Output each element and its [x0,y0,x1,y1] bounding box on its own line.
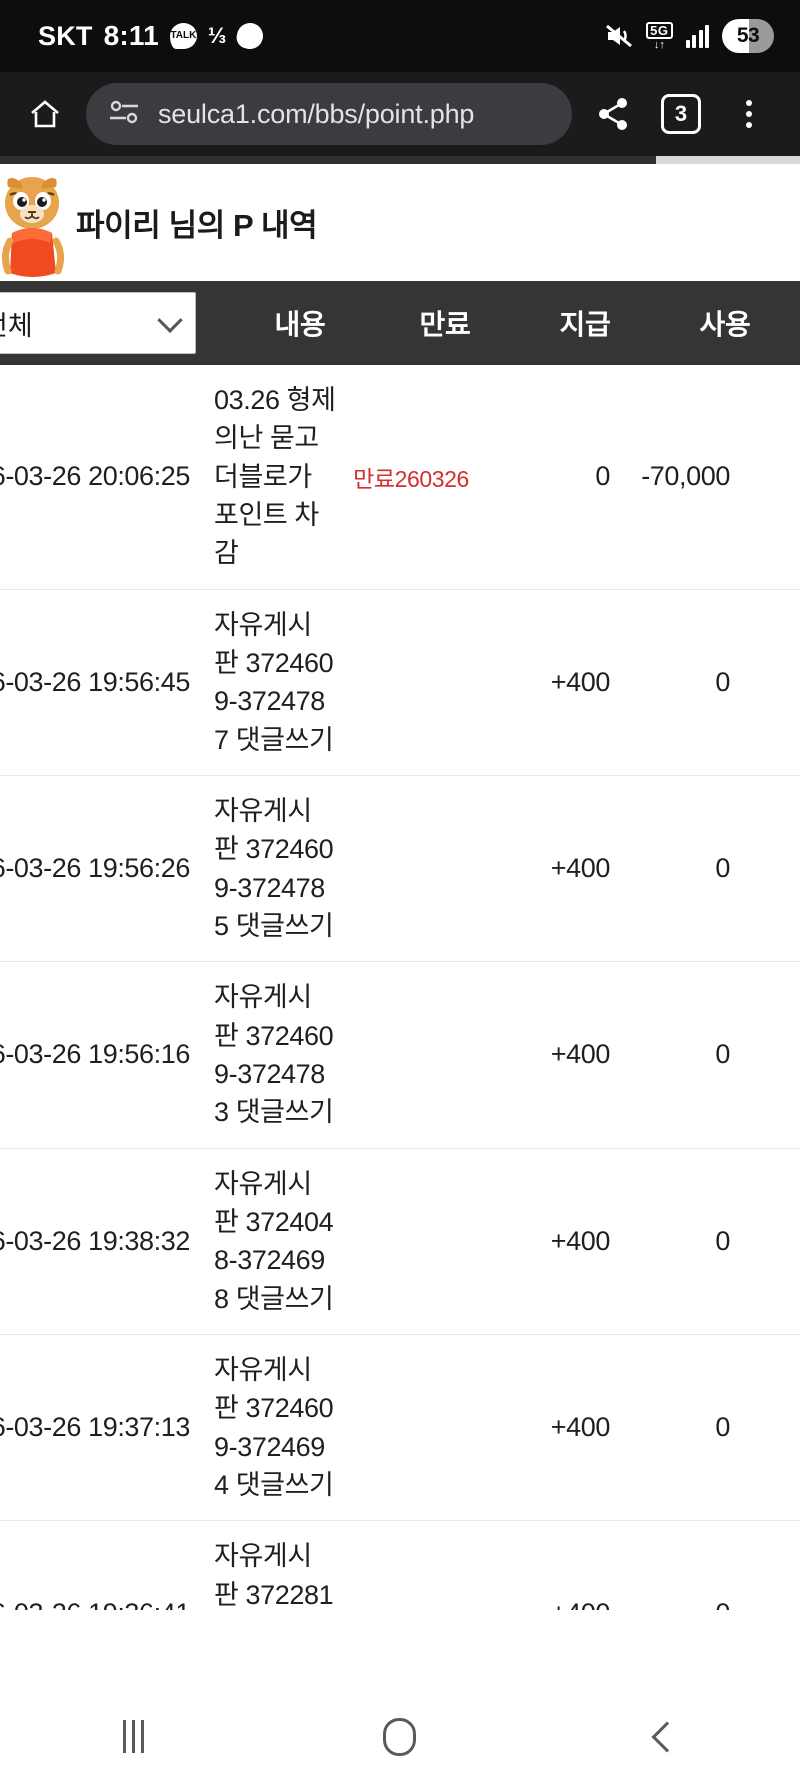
cell-give: +400 [550,666,611,697]
app-blob-icon [234,20,266,52]
status-bar-left: SKT 8:11 TALK ⅓ [38,20,266,52]
carrier-label: SKT [38,20,93,51]
clock-label: 8:11 [103,20,159,51]
cell-give: +400 [550,853,611,884]
signal-bars-icon [685,24,709,48]
cell-give: +400 [550,1412,611,1443]
table-row[interactable]: 26-03-26 19:38:32 자유게시판 3724048-3724698 … [0,1148,800,1335]
cell-date: 26-03-26 19:38:32 [0,1225,190,1256]
cell-use: 0 [715,666,730,697]
cell-desc: 자유게시판 3724609-3724787 댓글쓰기 [214,609,334,755]
filter-cell: 전체 [0,292,230,354]
cell-use: 0 [616,1598,766,1610]
home-icon[interactable] [18,87,72,141]
cell-use: -70,000 [641,461,730,492]
table-row[interactable]: 26-03-26 20:06:25 03.26 형제의난 묻고 더블로가 포인트… [0,365,800,590]
recents-button[interactable] [53,1695,213,1778]
cell-expire: 만료260326 [353,465,469,492]
table-row[interactable]: 26-03-26 19:56:45 자유게시판 3724609-3724787 … [0,589,800,776]
cell-desc: 자유게시판 3724609-3724785 댓글쓰기 [214,795,334,941]
cell-date: 26-03-26 19:56:45 [0,666,190,697]
kakaotalk-icon: TALK [169,23,197,49]
cell-date: 26-03-26 20:06:25 [0,461,190,492]
cell-use: 0 [715,853,730,884]
dnd-bolt-icon: ⅓ [207,23,227,48]
cell-date: 26-03-26 19:56:26 [0,853,190,884]
table-row[interactable]: 26-03-26 19:37:13 자유게시판 3724609-3724694 … [0,1334,800,1522]
cell-desc: 자유게시판 3724609-3724783 댓글쓰기 [214,982,334,1128]
cell-use: 0 [715,1412,730,1443]
recents-icon [122,1720,144,1753]
cell-desc: 자유게시판 3724048-3724698 댓글쓰기 [214,1168,334,1314]
table-row[interactable]: 26-03-26 19:56:16 자유게시판 3724609-3724783 … [0,962,800,1149]
cell-give: +400 [550,1225,611,1256]
column-header-use: 사용 [699,309,751,340]
home-button[interactable] [320,1695,480,1778]
column-header-give: 지급 [559,309,611,340]
site-settings-icon[interactable] [108,99,142,130]
share-icon[interactable] [586,87,640,141]
tab-count-label: 3 [661,94,701,134]
cell-give: +400 [486,1598,616,1610]
charmander-avatar [2,173,64,277]
page-title: 파이리 님의 P 내역 [76,207,318,243]
overflow-menu-icon[interactable] [722,87,776,141]
cell-use: 0 [715,1225,730,1256]
page-load-progress [0,156,800,164]
cell-give: +400 [550,1039,611,1070]
page-header: 파이리 님의 P 내역 [0,164,800,281]
cell-use: 0 [715,1039,730,1070]
cell-date: 26-03-26 19:37:13 [0,1412,190,1443]
home-icon [383,1717,417,1756]
cell-desc: 자유게시판 3722815-3724691 댓글쓰기 [214,1541,334,1610]
chevron-down-icon [157,307,183,334]
back-icon [651,1720,683,1753]
browser-toolbar: seulca1.com/bbs/point.php 3 [0,72,800,156]
status-bar: SKT 8:11 TALK ⅓ 5G ↓↑ 53 [0,0,800,72]
url-text: seulca1.com/bbs/point.php [158,98,475,129]
cell-give: 0 [595,461,610,492]
back-button[interactable] [587,1695,747,1778]
column-header-expire: 만료 [419,309,471,340]
system-nav-bar [0,1694,800,1778]
mute-vibrate-icon [605,23,633,49]
network-5g-icon: 5G ↓↑ [646,21,673,51]
tab-switcher-button[interactable]: 3 [654,87,708,141]
battery-badge: 53 [722,19,774,53]
address-bar[interactable]: seulca1.com/bbs/point.php [86,83,572,145]
cell-desc: 03.26 형제의난 묻고 더블로가 포인트 차감 [214,385,336,569]
column-header-desc: 내용 [274,309,326,340]
table-row[interactable]: 26-03-26 19:56:26 자유게시판 3724609-3724785 … [0,775,800,963]
period-filter-select[interactable]: 전체 [0,292,196,354]
table-row[interactable]: 26-03-26 19:36:41 자유게시판 3722815-3724691 … [0,1521,800,1610]
period-filter-value: 전체 [0,310,33,341]
status-bar-right: 5G ↓↑ 53 [605,19,774,53]
cell-desc: 자유게시판 3724609-3724694 댓글쓰기 [214,1354,334,1500]
table-header-row: 전체 내용 만료 지급 사용 [0,281,800,365]
point-history-table: 전체 내용 만료 지급 사용 26-03-26 20:06:25 03.26 형… [0,281,800,1610]
cell-date: 26-03-26 19:56:16 [0,1039,190,1070]
table-body-scroll[interactable]: 26-03-26 20:06:25 03.26 형제의난 묻고 더블로가 포인트… [0,365,800,1610]
cell-date: 26-03-26 19:36:41 [0,1598,196,1610]
